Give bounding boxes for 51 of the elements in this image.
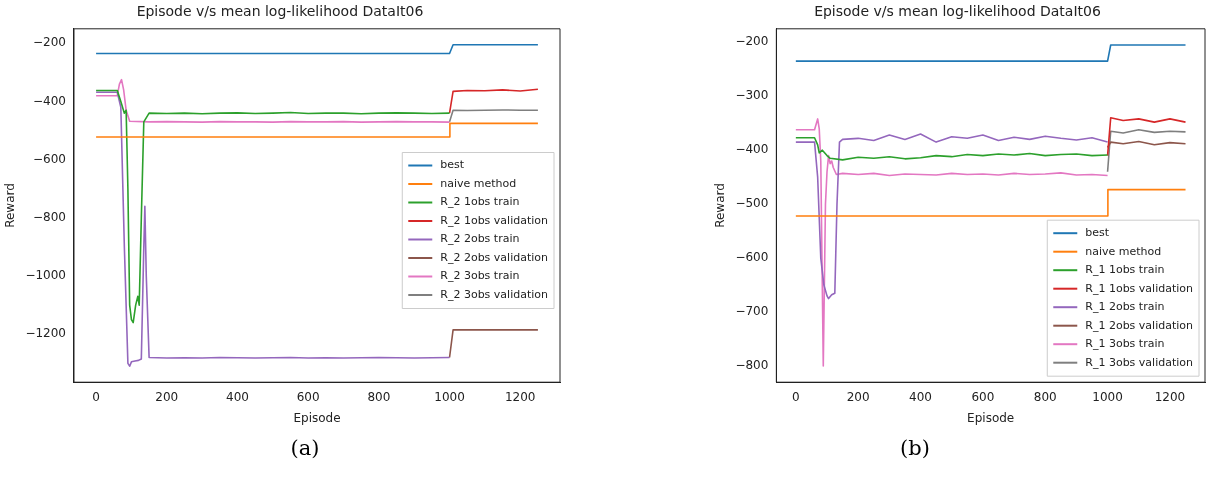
x-tick-label: 1200 [1154,389,1186,404]
y-tick-label: −600 [33,151,66,166]
y-tick-label: −400 [735,142,769,157]
y-tick-label: −600 [735,250,769,265]
chart-title: Episode v/s mean log-likelihood DataIt06 [136,3,424,20]
legend-label: R_2 2obs train [440,232,520,246]
text: (a) [289,436,321,460]
x-tick-label: 800 [367,389,391,404]
x-axis-title: Episode [967,410,1015,425]
x-tick-label: 1000 [434,389,465,404]
y-tick-label: −800 [33,209,66,224]
x-tick-label: 0 [792,389,800,404]
x-tick-label: 600 [296,389,320,404]
legend-label: naive method [440,176,517,190]
y-axis-title: Reward [3,183,18,228]
y-tick-label: −200 [735,34,769,49]
x-tick-label: 800 [1033,389,1057,404]
x-tick-label: 400 [226,389,249,404]
x-axis-title: Episode [293,410,341,425]
text: (b) [899,436,931,460]
legend-label: R_1 1obs validation [1085,281,1194,295]
chart-title: Episode v/s mean log-likelihood DataIt06 [814,3,1101,20]
y-tick-label: −400 [33,93,66,108]
legend-label: naive method [1085,244,1162,258]
x-tick-label: 0 [92,389,100,404]
x-tick-label: 1200 [504,389,536,404]
legend-label: R_1 3obs validation [1085,355,1194,369]
y-tick-label: −800 [735,358,769,373]
legend-label: R_1 2obs train [1085,300,1165,314]
legend-label: R_2 1obs validation [440,213,549,227]
legend-label: R_1 1obs train [1085,263,1165,277]
legend-label: R_2 3obs train [440,269,520,283]
y-tick-label: −200 [33,35,66,50]
y-tick-label: −1200 [25,326,66,341]
legend-label: best [440,158,465,172]
legend-label: R_1 2obs validation [1085,318,1194,332]
x-tick-label: 600 [971,389,995,404]
x-tick-label: 400 [909,389,932,404]
y-tick-label: −500 [735,196,769,211]
y-tick-label: −1000 [25,268,66,283]
y-tick-label: −300 [735,88,769,103]
legend-label: R_2 2obs validation [440,250,549,264]
y-axis-title: Reward [713,183,728,228]
legend-label: R_2 3obs validation [440,287,549,301]
legend-label: R_2 1obs train [440,195,520,209]
x-tick-label: 1000 [1092,389,1123,404]
legend-label: best [1085,226,1110,240]
y-tick-label: −700 [735,304,769,319]
x-tick-label: 200 [846,389,870,404]
x-tick-label: 200 [155,389,179,404]
legend-label: R_1 3obs train [1085,337,1165,351]
